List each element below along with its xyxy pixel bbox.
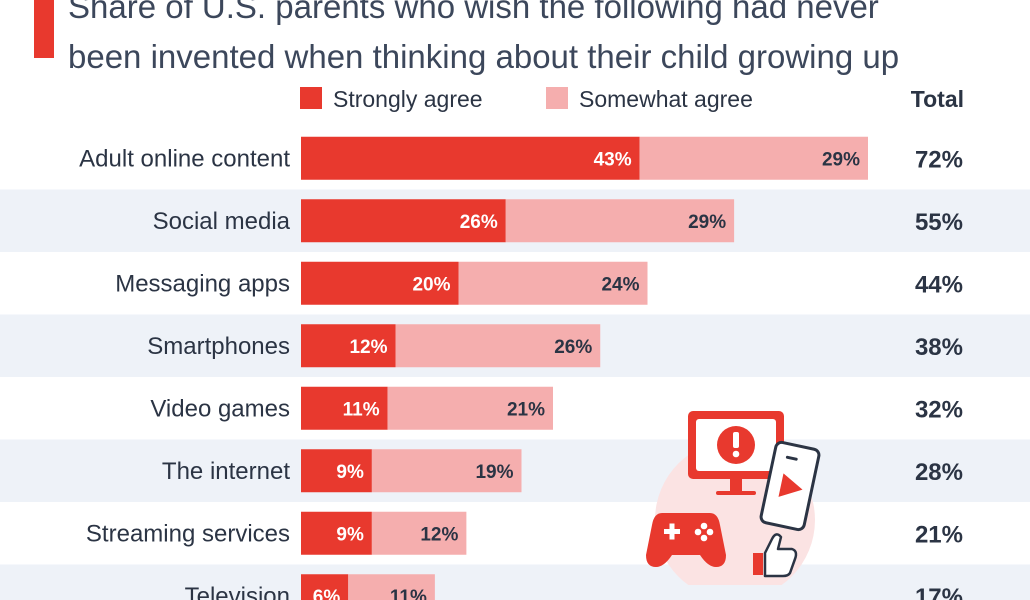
- category-label: Smartphones: [147, 333, 290, 360]
- bar-row: Social media 26% 29% 55%: [153, 199, 963, 243]
- data-label-strongly: 26%: [460, 212, 498, 233]
- bar-somewhat-agree: [371, 449, 522, 493]
- total-label: 72%: [915, 146, 963, 173]
- monitor-warning-icon: [688, 411, 784, 495]
- smartphone-play-icon: [759, 440, 821, 532]
- data-label-strongly: 12%: [349, 337, 387, 358]
- data-label-somewhat: 11%: [390, 587, 427, 600]
- total-label: 38%: [915, 334, 963, 361]
- bar-row: The internet 9% 19% 28%: [162, 449, 963, 493]
- chart-title-line-2: been invented when thinking about their …: [68, 38, 900, 75]
- category-label: The internet: [162, 458, 290, 485]
- legend-label-total: Total: [911, 86, 964, 112]
- total-label: 44%: [915, 271, 963, 298]
- data-label-somewhat: 12%: [420, 524, 458, 545]
- data-label-somewhat: 26%: [554, 337, 592, 358]
- chart-title-line-1: Share of U.S. parents who wish the follo…: [68, 0, 879, 25]
- data-label-strongly: 9%: [336, 462, 364, 483]
- legend-label-somewhat: Somewhat agree: [579, 86, 753, 112]
- bar-strongly-agree: [301, 324, 396, 368]
- bar-somewhat-agree: [395, 324, 601, 368]
- total-label: 55%: [915, 209, 963, 236]
- data-label-strongly: 20%: [412, 274, 450, 295]
- bar-strongly-agree: [301, 199, 506, 243]
- data-label-somewhat: 21%: [507, 399, 545, 420]
- data-label-strongly: 11%: [343, 399, 380, 420]
- gamepad-icon: [646, 513, 726, 567]
- category-label: Social media: [153, 208, 291, 235]
- bar-somewhat-agree: [371, 511, 467, 555]
- data-label-somewhat: 29%: [822, 149, 860, 170]
- bar-row: Television 6% 11% 17%: [185, 574, 963, 600]
- data-label-strongly: 9%: [336, 524, 364, 545]
- bar-row: Adult online content 43% 29% 72%: [79, 136, 963, 180]
- data-label-somewhat: 24%: [601, 274, 639, 295]
- data-label-somewhat: 29%: [688, 212, 726, 233]
- category-label: Television: [185, 583, 290, 600]
- bar-row: Video games 11% 21% 32%: [150, 386, 963, 430]
- bar-strongly-agree: [301, 136, 640, 180]
- row-band: [0, 564, 1030, 600]
- bar-somewhat-agree: [639, 136, 868, 180]
- bar-somewhat-agree: [348, 574, 435, 600]
- total-label: 21%: [915, 521, 963, 548]
- bar-strongly-agree: [301, 449, 372, 493]
- devices-illustration: [646, 411, 821, 585]
- bar-row: Smartphones 12% 26% 38%: [147, 324, 963, 368]
- data-label-strongly: 6%: [313, 587, 341, 600]
- bar-somewhat-agree: [458, 261, 648, 305]
- bar-somewhat-agree: [505, 199, 735, 243]
- legend-swatch-somewhat: [546, 87, 568, 109]
- bar-strongly-agree: [301, 574, 349, 600]
- category-label: Adult online content: [79, 145, 290, 172]
- legend-label-strongly: Strongly agree: [333, 86, 483, 112]
- bar-strongly-agree: [301, 386, 388, 430]
- thumbs-up-icon: [753, 533, 798, 578]
- data-label-strongly: 43%: [594, 149, 632, 170]
- bar-strongly-agree: [301, 511, 372, 555]
- bar-row: Streaming services 9% 12% 21%: [86, 511, 963, 555]
- total-label: 17%: [915, 584, 963, 600]
- title-accent-bar: [34, 0, 54, 58]
- data-label-somewhat: 19%: [475, 462, 513, 483]
- chart-title: Share of U.S. parents who wish the follo…: [68, 0, 1008, 82]
- category-label: Streaming services: [86, 520, 290, 547]
- bar-row: Messaging apps 20% 24% 44%: [115, 261, 963, 305]
- category-label: Video games: [150, 395, 290, 422]
- bar-strongly-agree: [301, 261, 459, 305]
- total-label: 32%: [915, 396, 963, 423]
- legend-swatch-strongly: [300, 87, 322, 109]
- bar-somewhat-agree: [387, 386, 553, 430]
- category-label: Messaging apps: [115, 270, 290, 297]
- legend: Strongly agree Somewhat agree Total: [300, 86, 964, 112]
- bar-rows: Adult online content 43% 29% 72% Social medi…: [79, 136, 963, 600]
- total-label: 28%: [915, 459, 963, 486]
